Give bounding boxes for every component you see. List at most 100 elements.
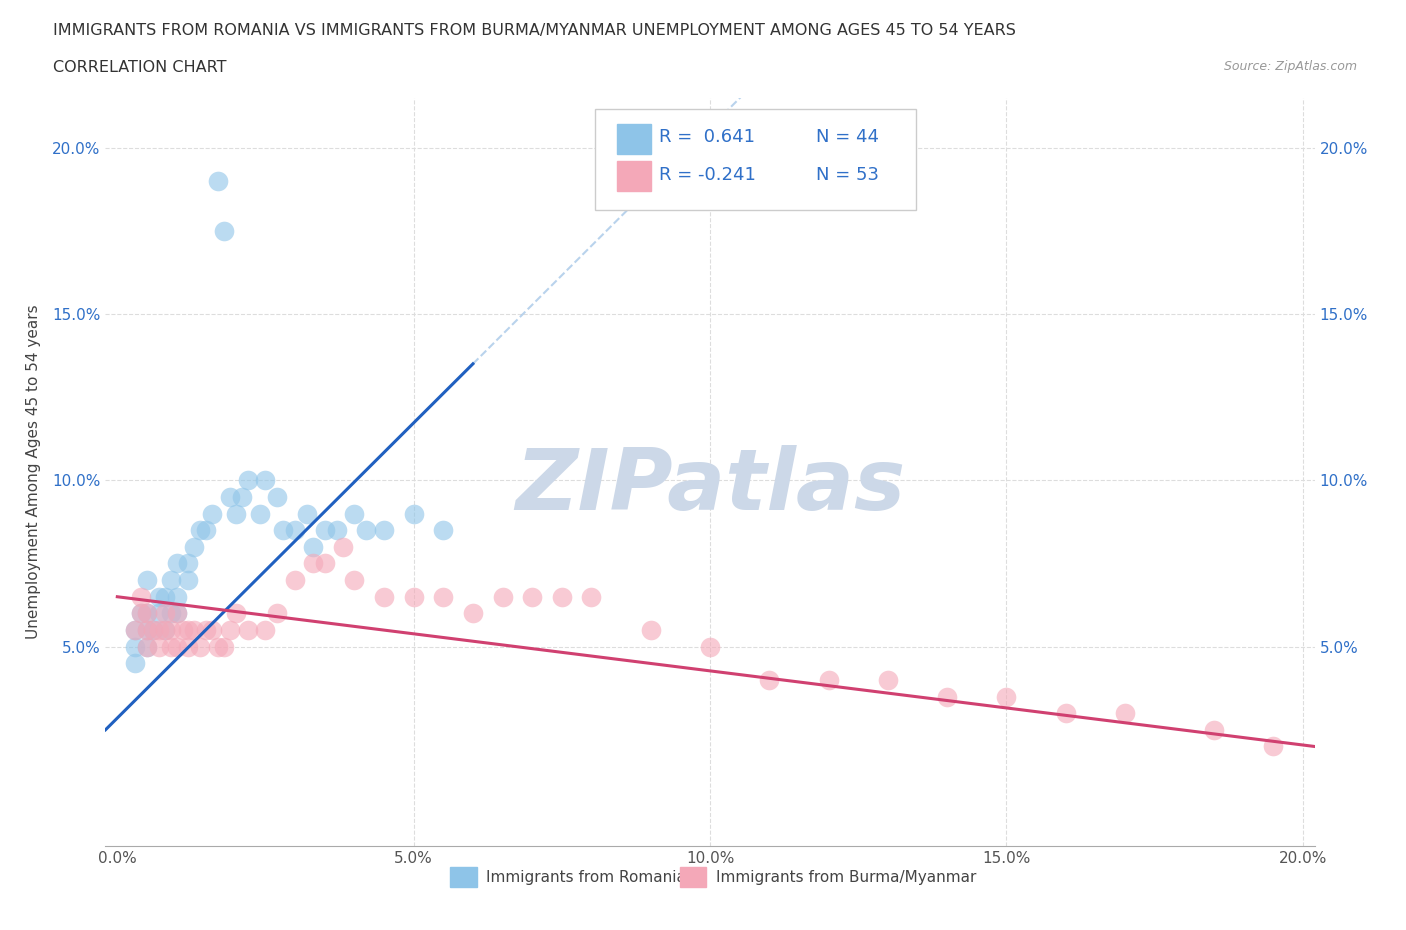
Point — [325, 523, 347, 538]
Point — [177, 639, 200, 654]
Point — [159, 622, 181, 637]
Point — [177, 556, 200, 571]
Point — [295, 506, 318, 521]
Point — [124, 622, 146, 637]
Point — [1261, 739, 1284, 754]
Point — [219, 622, 242, 637]
Point — [432, 590, 454, 604]
Point — [302, 539, 325, 554]
Point — [581, 590, 603, 604]
Point — [166, 639, 188, 654]
Point — [491, 590, 513, 604]
Point — [166, 590, 188, 604]
Point — [284, 523, 307, 538]
Point — [159, 639, 181, 654]
Point — [212, 639, 235, 654]
Point — [995, 689, 1018, 704]
Point — [343, 506, 366, 521]
Point — [136, 606, 159, 621]
Point — [153, 590, 176, 604]
Point — [129, 606, 152, 621]
Point — [142, 622, 165, 637]
Point — [148, 622, 170, 637]
Point — [136, 606, 159, 621]
Point — [522, 590, 544, 604]
Text: IMMIGRANTS FROM ROMANIA VS IMMIGRANTS FROM BURMA/MYANMAR UNEMPLOYMENT AMONG AGES: IMMIGRANTS FROM ROMANIA VS IMMIGRANTS FR… — [53, 23, 1017, 38]
Point — [699, 639, 721, 654]
Point — [148, 639, 170, 654]
Point — [153, 622, 176, 637]
Point — [195, 523, 218, 538]
Point — [159, 573, 181, 588]
Point — [153, 622, 176, 637]
Point — [207, 639, 229, 654]
Point — [266, 606, 288, 621]
Text: CORRELATION CHART: CORRELATION CHART — [53, 60, 226, 75]
Bar — [617, 161, 651, 192]
Point — [225, 606, 247, 621]
Text: ZIPatlas: ZIPatlas — [515, 445, 905, 528]
Point — [136, 639, 159, 654]
Text: Immigrants from Burma/Myanmar: Immigrants from Burma/Myanmar — [716, 870, 976, 885]
Point — [153, 606, 176, 621]
Point — [201, 506, 224, 521]
Text: Immigrants from Romania: Immigrants from Romania — [486, 870, 686, 885]
Point — [166, 606, 188, 621]
Point — [188, 639, 211, 654]
Point — [124, 622, 146, 637]
Point — [136, 622, 159, 637]
Point — [332, 539, 354, 554]
Point — [640, 622, 662, 637]
Point — [159, 606, 181, 621]
Point — [236, 472, 259, 487]
Point — [148, 590, 170, 604]
Point — [148, 606, 170, 621]
Point — [212, 223, 235, 238]
Point — [136, 573, 159, 588]
Point — [136, 622, 159, 637]
Point — [461, 606, 484, 621]
Point — [254, 622, 277, 637]
Point — [136, 639, 159, 654]
Point — [936, 689, 959, 704]
Text: Source: ZipAtlas.com: Source: ZipAtlas.com — [1223, 60, 1357, 73]
Point — [236, 622, 259, 637]
Point — [124, 639, 146, 654]
Point — [817, 672, 839, 687]
Point — [402, 506, 425, 521]
Point — [188, 523, 211, 538]
Point — [183, 622, 205, 637]
Point — [551, 590, 574, 604]
Point — [402, 590, 425, 604]
Point — [1202, 723, 1225, 737]
Point — [207, 173, 229, 188]
Point — [432, 523, 454, 538]
Point — [1054, 706, 1077, 721]
FancyBboxPatch shape — [595, 109, 915, 210]
Point — [254, 472, 277, 487]
Text: R =  0.641: R = 0.641 — [659, 128, 755, 146]
Point — [354, 523, 377, 538]
Text: N = 44: N = 44 — [817, 128, 879, 146]
Point — [201, 622, 224, 637]
Point — [225, 506, 247, 521]
Point — [177, 622, 200, 637]
Text: N = 53: N = 53 — [817, 166, 879, 184]
Point — [314, 556, 336, 571]
Point — [302, 556, 325, 571]
Point — [876, 672, 898, 687]
Text: R = -0.241: R = -0.241 — [659, 166, 756, 184]
Point — [373, 590, 395, 604]
Point — [129, 606, 152, 621]
Point — [249, 506, 271, 521]
Point — [343, 573, 366, 588]
Y-axis label: Unemployment Among Ages 45 to 54 years: Unemployment Among Ages 45 to 54 years — [27, 305, 41, 639]
Point — [266, 489, 288, 504]
Point — [166, 606, 188, 621]
Point — [142, 622, 165, 637]
Point — [166, 556, 188, 571]
Point — [758, 672, 780, 687]
Point — [183, 539, 205, 554]
Point — [219, 489, 242, 504]
Point — [271, 523, 294, 538]
